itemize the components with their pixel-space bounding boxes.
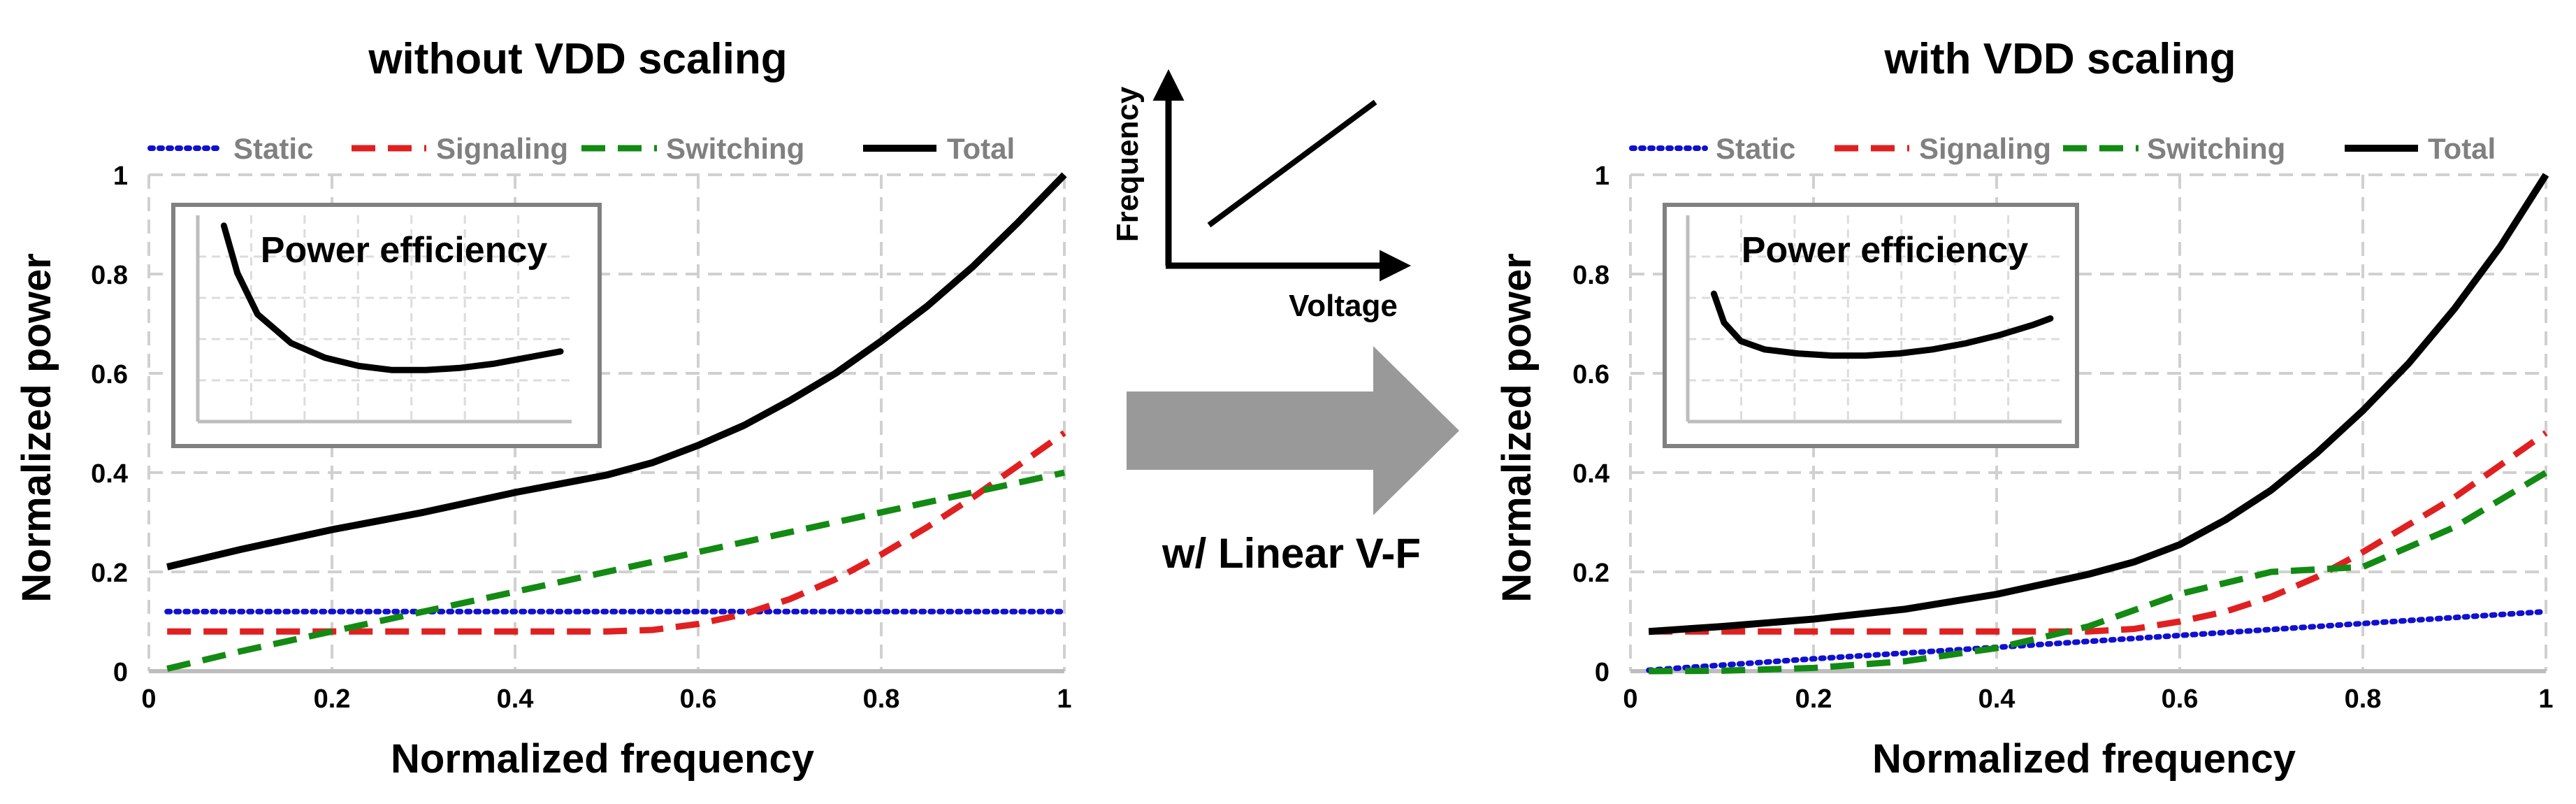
x-tick-label: 0.4 [497, 684, 534, 714]
series-total-line [1648, 173, 2549, 636]
y-tick-label: 0.2 [1572, 559, 1609, 588]
y-tick-label: 0.6 [91, 360, 128, 389]
y-tick-label: 0 [1595, 658, 1609, 687]
chart-without-vdd-scaling: without VDD scaling Static Signaling Switc… [14, 35, 1072, 782]
series-static-line [1646, 608, 2549, 673]
x-axis-label: Normalized frequency [391, 736, 814, 782]
series-total-line [166, 172, 1067, 570]
vf-diagram: Frequency Voltage [1110, 69, 1411, 323]
arrow-label: w/ Linear V-F [1162, 530, 1421, 577]
legend-label: Static [1716, 132, 1795, 165]
legend-label: Total [2428, 132, 2496, 165]
plot-series [164, 172, 1067, 672]
legend-item-total: Total [863, 132, 1015, 165]
inset-title: Power efficiency [261, 230, 547, 271]
x-tick-label: 0 [1623, 684, 1637, 714]
series-signaling-line [167, 430, 1066, 635]
inset-frame [171, 203, 602, 448]
legend-label: Switching [666, 132, 804, 165]
vf-linear-line [1207, 99, 1377, 228]
legend-label: Total [947, 132, 1015, 165]
y-ticks: 0 0.2 0.4 0.6 0.8 1 [1572, 161, 1609, 687]
transition-arrow: w/ Linear V-F [1127, 346, 1459, 577]
y-tick-label: 0.4 [91, 459, 128, 489]
y-tick-label: 0.2 [91, 559, 128, 588]
y-tick-label: 0.6 [1572, 360, 1609, 389]
legend-item-switching: Switching [2063, 132, 2285, 165]
legend-item-signaling: Signaling [1835, 132, 2051, 165]
chart-title: with VDD scaling [1884, 35, 2236, 83]
vf-y-label: Frequency [1110, 86, 1145, 242]
series-switching-line [1649, 470, 2548, 675]
legend-item-total: Total [2345, 132, 2496, 165]
y-axis-label: Normalized power [14, 253, 59, 603]
legend-label: Signaling [436, 132, 568, 165]
plot-series [1646, 173, 2549, 675]
inset-title: Power efficiency [1742, 230, 2028, 271]
y-tick-label: 0 [113, 658, 128, 687]
x-ticks: 0 0.2 0.4 0.6 0.8 1 [1623, 684, 2553, 714]
x-tick-label: 1 [2538, 684, 2553, 714]
vf-x-label: Voltage [1289, 289, 1398, 323]
chart-title: without VDD scaling [368, 35, 787, 83]
y-axis-label: Normalized power [1494, 253, 1540, 603]
y-ticks: 0 0.2 0.4 0.6 0.8 1 [91, 161, 128, 687]
inset-power-efficiency: Power efficiency [1663, 203, 2079, 448]
x-tick-label: 1 [1057, 684, 1071, 714]
legend-item-static: Static [147, 132, 313, 165]
x-tick-label: 0.2 [1795, 684, 1832, 714]
inset-power-efficiency: Power efficiency [171, 203, 602, 448]
series-switching-line [166, 469, 1065, 672]
legend-item-signaling: Signaling [352, 132, 568, 165]
y-tick-label: 0.8 [91, 261, 128, 290]
legend-label: Signaling [1919, 132, 2051, 165]
legend: Static Signaling Switching Total [147, 132, 1015, 165]
x-tick-label: 0.4 [1978, 684, 2016, 714]
arrow-shape [1127, 346, 1459, 515]
legend-item-switching: Switching [581, 132, 804, 165]
x-tick-label: 0 [141, 684, 156, 714]
x-tick-label: 0.8 [2345, 684, 2382, 714]
chart-with-vdd-scaling: with VDD scaling Static Signaling Switchin… [1494, 35, 2554, 782]
legend: Static Signaling Switching Total [1629, 132, 2496, 165]
legend-item-static: Static [1629, 132, 1795, 165]
series-signaling-line [1649, 430, 2548, 635]
legend-label: Static [233, 132, 313, 165]
x-tick-label: 0.6 [2162, 684, 2199, 714]
x-ticks: 0 0.2 0.4 0.6 0.8 1 [141, 684, 1071, 714]
x-tick-label: 0.8 [863, 684, 900, 714]
y-tick-label: 1 [113, 161, 128, 191]
y-tick-label: 0.8 [1572, 261, 1609, 290]
x-tick-label: 0.2 [314, 684, 351, 714]
legend-label: Switching [2147, 132, 2285, 165]
y-tick-label: 0.4 [1572, 459, 1609, 489]
inset-efficiency-curve [1710, 290, 2054, 359]
x-axis-label: Normalized frequency [1872, 736, 2296, 782]
y-tick-label: 1 [1595, 161, 1609, 191]
inset-efficiency-curve [220, 222, 564, 373]
x-tick-label: 0.6 [680, 684, 717, 714]
